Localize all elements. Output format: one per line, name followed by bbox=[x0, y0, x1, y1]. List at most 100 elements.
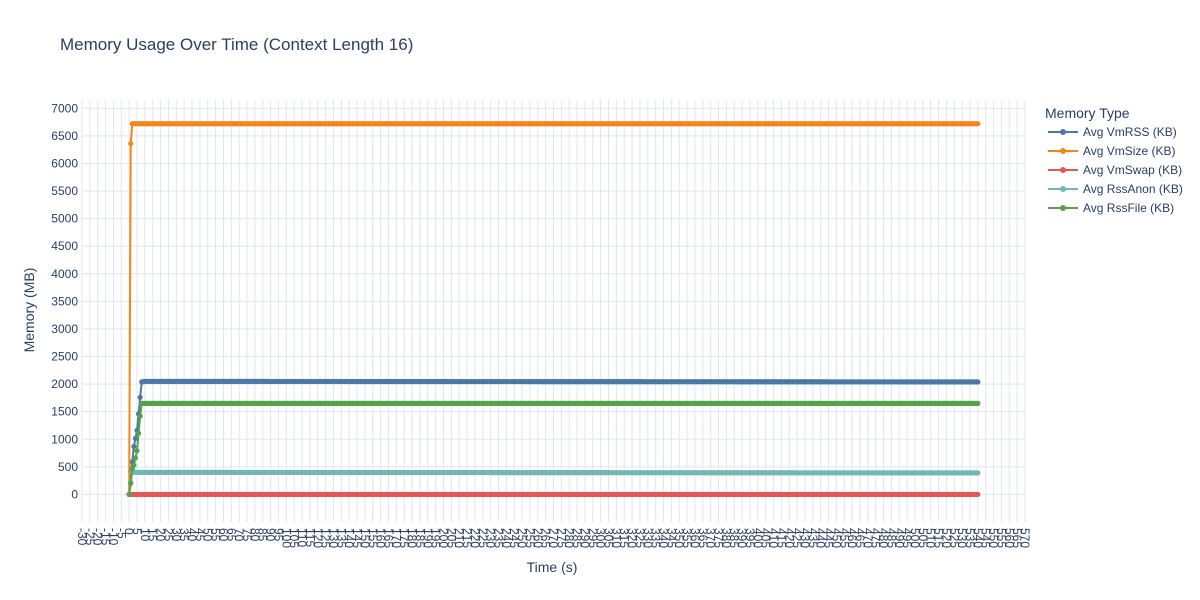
data-point bbox=[134, 448, 140, 454]
x-tick-label: 560 bbox=[1002, 528, 1016, 548]
x-tick-label: 365 bbox=[696, 528, 710, 548]
x-tick-label: -5 bbox=[114, 528, 128, 539]
x-tick-label: 550 bbox=[987, 528, 1001, 548]
x-tick-label: 320 bbox=[625, 528, 639, 548]
y-tick-label: 3500 bbox=[51, 294, 78, 308]
x-tick-label: 85 bbox=[256, 528, 270, 542]
x-tick-label: 445 bbox=[822, 528, 836, 548]
legend-items: Avg VmRSS (KB) Avg VmSize (KB) Avg VmSwap … bbox=[1048, 125, 1183, 215]
x-tick-label: 260 bbox=[531, 528, 545, 548]
x-tick-label: 525 bbox=[947, 528, 961, 548]
y-tick-label: 2000 bbox=[51, 377, 78, 391]
x-tick-label: 300 bbox=[594, 528, 608, 548]
x-tick-label: 220 bbox=[468, 528, 482, 548]
legend: Memory Type Avg VmRSS (KB) Avg VmSize (KB… bbox=[1045, 105, 1183, 215]
x-tick-label: 210 bbox=[452, 528, 466, 548]
x-tick-label: 250 bbox=[515, 528, 529, 548]
y-tick-label: 0 bbox=[71, 487, 78, 501]
x-axis-title: Time (s) bbox=[527, 559, 578, 575]
x-tick-label: 500 bbox=[908, 528, 922, 548]
x-tick-label: 280 bbox=[562, 528, 576, 548]
legend-item[interactable]: Avg VmSwap (KB) bbox=[1048, 163, 1182, 177]
x-tick-label: 425 bbox=[790, 528, 804, 548]
x-tick-label: -15 bbox=[99, 528, 113, 546]
x-tick-label: 155 bbox=[366, 528, 380, 548]
x-tick-label: 440 bbox=[814, 528, 828, 548]
legend-swatch-marker bbox=[1060, 129, 1066, 135]
y-tick-label: 6500 bbox=[51, 129, 78, 143]
x-tick-label: -25 bbox=[83, 528, 97, 546]
data-point bbox=[975, 379, 981, 385]
x-tick-label: 385 bbox=[727, 528, 741, 548]
legend-label: Avg VmSwap (KB) bbox=[1083, 163, 1182, 177]
x-tick-label: 195 bbox=[429, 528, 443, 548]
y-tick-label: 1500 bbox=[51, 405, 78, 419]
y-tick-label: 7000 bbox=[51, 101, 78, 115]
x-tick-label: 55 bbox=[209, 528, 223, 542]
y-axis-title: Memory (MB) bbox=[21, 268, 37, 353]
legend-item[interactable]: Avg VmRSS (KB) bbox=[1048, 125, 1177, 139]
x-tick-label: 335 bbox=[649, 528, 663, 548]
data-point bbox=[131, 462, 137, 468]
y-tick-label: 4000 bbox=[51, 267, 78, 281]
x-tick-label: 170 bbox=[389, 528, 403, 548]
x-tick-label: 255 bbox=[523, 528, 537, 548]
x-tick-label: 535 bbox=[963, 528, 977, 548]
x-tick-label: 45 bbox=[193, 528, 207, 542]
x-tick-label: 405 bbox=[759, 528, 773, 548]
x-tick-label: 175 bbox=[397, 528, 411, 548]
x-tick-label: 265 bbox=[539, 528, 553, 548]
x-tick-label: 190 bbox=[421, 528, 435, 548]
x-tick-label: 30 bbox=[169, 528, 183, 542]
x-tick-label: 310 bbox=[609, 528, 623, 548]
data-point bbox=[975, 470, 981, 476]
x-tick-label: 5 bbox=[130, 528, 144, 535]
data-point bbox=[132, 455, 139, 461]
x-tick-label: 35 bbox=[177, 528, 191, 542]
legend-item[interactable]: Avg VmSize (KB) bbox=[1048, 144, 1175, 158]
x-tick-label: 120 bbox=[311, 528, 325, 548]
data-point bbox=[132, 435, 139, 442]
x-tick-label: 275 bbox=[554, 528, 568, 548]
data-point bbox=[975, 400, 981, 406]
data-point bbox=[126, 491, 132, 498]
x-tick-label: 520 bbox=[939, 528, 953, 548]
x-tick-label: 150 bbox=[358, 528, 372, 548]
x-tick-label: 40 bbox=[185, 528, 199, 542]
x-tick-label: 105 bbox=[287, 528, 301, 548]
x-tick-label: 570 bbox=[1018, 528, 1032, 548]
y-tick-label: 5000 bbox=[51, 212, 78, 226]
x-tick-label: 330 bbox=[641, 528, 655, 548]
x-tick-label: 465 bbox=[853, 528, 867, 548]
legend-item[interactable]: Avg RssFile (KB) bbox=[1048, 201, 1174, 215]
x-tick-label: 285 bbox=[570, 528, 584, 548]
legend-title: Memory Type bbox=[1045, 105, 1130, 121]
x-tick-label: 295 bbox=[586, 528, 600, 548]
legend-label: Avg VmRSS (KB) bbox=[1083, 125, 1177, 139]
legend-swatch-marker bbox=[1060, 167, 1066, 173]
x-tick-label: 240 bbox=[499, 528, 513, 548]
grid-layer bbox=[81, 100, 1026, 522]
x-tick-label: 400 bbox=[751, 528, 765, 548]
axis-layer: -30-25-20-15-10-505101520253035404550556… bbox=[51, 101, 1032, 548]
x-tick-label: 410 bbox=[767, 528, 781, 548]
x-tick-label: 480 bbox=[877, 528, 891, 548]
x-tick-label: 185 bbox=[413, 528, 427, 548]
x-tick-label: 135 bbox=[334, 528, 348, 548]
x-tick-label: 375 bbox=[712, 528, 726, 548]
y-tick-label: 6000 bbox=[51, 156, 78, 170]
x-tick-label: 545 bbox=[979, 528, 993, 548]
x-tick-label: 390 bbox=[735, 528, 749, 548]
x-tick-label: 485 bbox=[884, 528, 898, 548]
x-tick-label: 315 bbox=[617, 528, 631, 548]
x-tick-label: 350 bbox=[672, 528, 686, 548]
x-tick-label: 200 bbox=[436, 528, 450, 548]
legend-item[interactable]: Avg RssAnon (KB) bbox=[1048, 182, 1183, 196]
x-tick-label: 25 bbox=[161, 528, 175, 542]
x-tick-label: 430 bbox=[798, 528, 812, 548]
x-tick-label: 490 bbox=[892, 528, 906, 548]
x-tick-label: 325 bbox=[633, 528, 647, 548]
legend-label: Avg VmSize (KB) bbox=[1083, 144, 1175, 158]
